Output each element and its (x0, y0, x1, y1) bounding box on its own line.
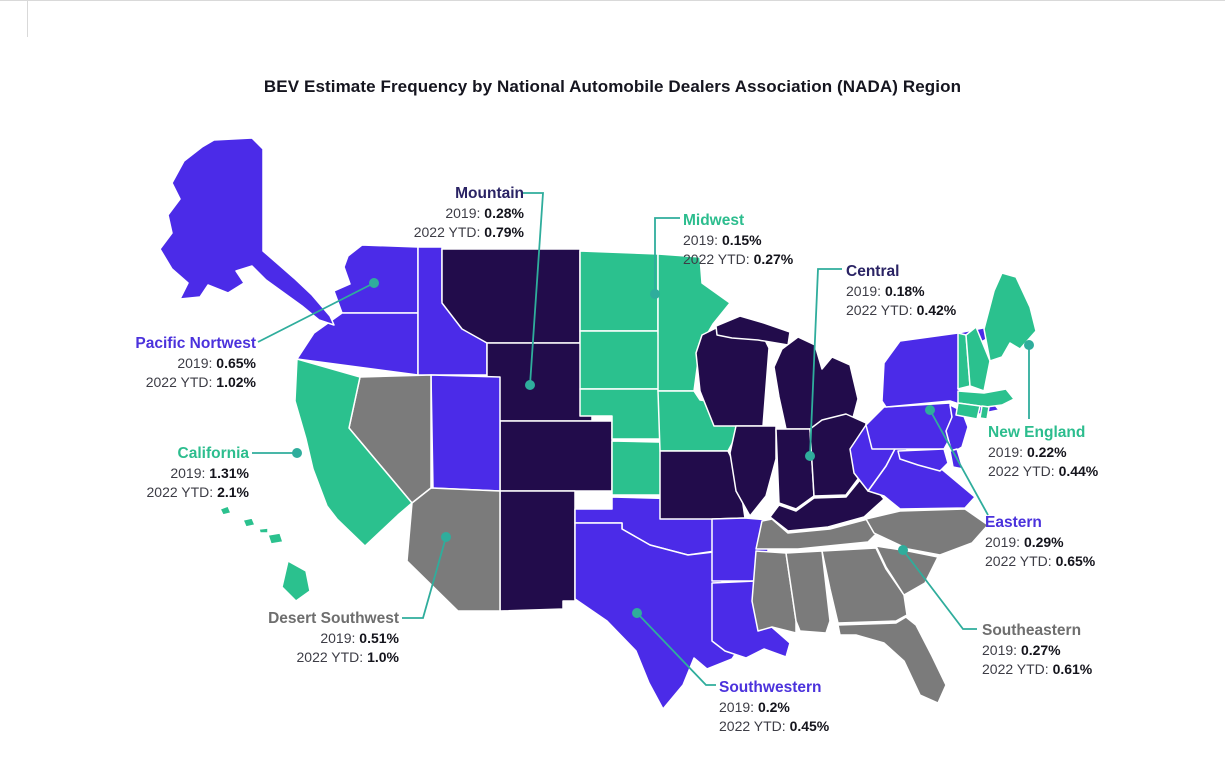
state-co (499, 420, 613, 492)
state-mi (773, 336, 859, 430)
region-2022-value: 2022 YTD: 2.1% (146, 484, 249, 501)
state-sc (875, 545, 939, 596)
callout-dot-midwest (650, 289, 660, 299)
region-2019-value: 2019: 0.29% (985, 534, 1064, 551)
region-2022-value: 2022 YTD: 0.27% (683, 251, 794, 268)
state-ak (159, 137, 335, 326)
leader-line-midwest (654, 217, 680, 294)
state-or (296, 312, 419, 376)
region-label: Southwestern (719, 679, 822, 696)
region-2019-value: 2019: 0.51% (320, 630, 399, 647)
state-pa (865, 402, 955, 450)
callout-mountain: Mountain 2019: 0.28% 2022 YTD: 0.79% (414, 184, 524, 242)
states-layer (159, 137, 1037, 710)
leader-line-desert-southwest (402, 536, 447, 619)
callout-dot-desert-southwest (441, 532, 451, 542)
region-2022-value: 2022 YTD: 0.44% (988, 463, 1099, 480)
callout-dot-california (292, 448, 302, 458)
region-2022-value: 2022 YTD: 0.61% (982, 661, 1093, 678)
page-title: BEV Estimate Frequency by National Autom… (263, 77, 962, 96)
leader-line-eastern (929, 409, 989, 516)
region-2019-value: 2019: 0.65% (177, 355, 256, 372)
callout-dot-central (805, 451, 815, 461)
region-2022-value: 2022 YTD: 1.02% (145, 374, 256, 391)
region-2022-value: 2022 YTD: 0.42% (846, 302, 957, 319)
state-hi5 (281, 560, 311, 602)
state-hi4 (267, 532, 284, 545)
region-label: Pacific Nortwest (135, 335, 256, 352)
region-2022-value: 2022 YTD: 1.0% (296, 649, 399, 666)
region-2019-value: 2019: 0.18% (846, 283, 925, 300)
region-label: Midwest (683, 212, 745, 229)
region-label: Central (846, 263, 900, 280)
callout-southeastern: Southeastern 2019: 0.27% 2022 YTD: 0.61% (982, 621, 1092, 679)
state-ga (821, 547, 908, 624)
state-az (406, 487, 501, 612)
leader-line-pacific-northwest (257, 282, 375, 343)
region-2019-value: 2019: 1.31% (170, 465, 249, 482)
state-fl (837, 616, 947, 704)
callout-dot-eastern (925, 405, 935, 415)
state-tn (755, 518, 877, 550)
callout-desert-southwest: Desert Southwest 2019: 0.51% 2022 YTD: 1… (268, 609, 399, 667)
leader-line-southwestern (636, 612, 716, 686)
state-ca (294, 358, 413, 547)
callout-dot-pacific-northwest (369, 278, 379, 288)
region-2022-value: 2022 YTD: 0.45% (719, 718, 830, 735)
leader-lines-layer (252, 192, 1034, 686)
state-hi3 (258, 527, 269, 534)
region-2022-value: 2022 YTD: 0.79% (413, 224, 524, 241)
region-label: Eastern (985, 514, 1042, 531)
callout-central: Central 2019: 0.18% 2022 YTD: 0.42% (846, 262, 956, 320)
state-ut (430, 374, 501, 492)
state-ct (955, 402, 981, 420)
window-chrome-artifact (27, 1, 28, 37)
state-nm (499, 490, 576, 612)
state-nh (965, 326, 991, 392)
region-label: Mountain (455, 185, 524, 202)
callout-dot-mountain (525, 380, 535, 390)
callout-dot-southeastern (898, 545, 908, 555)
state-nc (865, 508, 989, 556)
callout-eastern: Eastern 2019: 0.29% 2022 YTD: 0.65% (985, 513, 1095, 571)
leader-line-mountain (522, 192, 544, 386)
state-mt (441, 248, 581, 344)
region-label: Southeastern (982, 622, 1082, 639)
region-2019-value: 2019: 0.15% (683, 232, 762, 249)
callout-southwestern: Southwestern 2019: 0.2% 2022 YTD: 0.45% (719, 678, 829, 736)
state-in (775, 428, 815, 510)
callout-midwest: Midwest 2019: 0.15% 2022 YTD: 0.27% (683, 211, 793, 269)
state-hi1 (219, 505, 232, 516)
callout-california: California 2019: 1.31% 2022 YTD: 2.1% (147, 444, 249, 502)
region-2019-value: 2019: 0.27% (982, 642, 1061, 659)
state-ri (979, 405, 990, 420)
region-2019-value: 2019: 0.2% (719, 699, 790, 716)
callout-dot-southwestern (632, 608, 642, 618)
region-label: California (177, 445, 249, 462)
state-wy (486, 342, 593, 422)
state-md (897, 448, 949, 472)
region-label: Desert Southwest (268, 610, 399, 627)
leader-line-southeastern (902, 549, 977, 630)
region-label: New England (988, 424, 1086, 441)
region-2019-value: 2019: 0.22% (988, 444, 1067, 461)
state-hi2 (242, 517, 256, 528)
callout-new-england: New England 2019: 0.22% 2022 YTD: 0.44% (988, 423, 1098, 481)
state-me (983, 272, 1037, 362)
region-2022-value: 2022 YTD: 0.65% (985, 553, 1096, 570)
leader-line-central (809, 268, 842, 457)
region-2019-value: 2019: 0.28% (445, 205, 524, 222)
callout-dot-new-england (1024, 340, 1034, 350)
callout-pacific-northwest: Pacific Nortwest 2019: 0.65% 2022 YTD: 1… (135, 334, 256, 392)
state-sd (579, 330, 662, 390)
state-nd (579, 250, 659, 332)
